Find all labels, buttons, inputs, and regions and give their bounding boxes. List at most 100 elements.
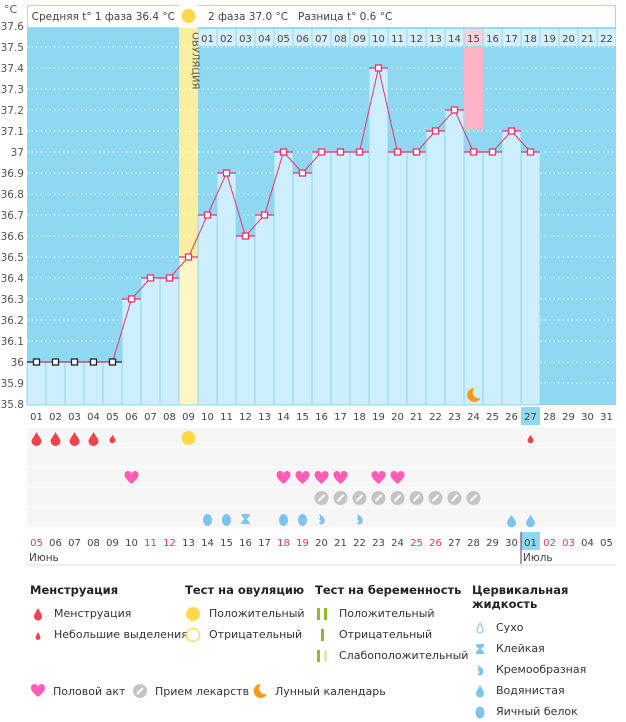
calendar-date: 11	[144, 538, 157, 549]
blood-drop-icon	[88, 432, 99, 447]
pill-icon-stripe	[374, 494, 383, 502]
post-ovulation-day-cell	[578, 29, 597, 46]
calendar-date: 23	[372, 538, 385, 549]
calendar-date: 17	[258, 538, 271, 549]
legend-label: Водянистая	[496, 684, 565, 697]
calendar-date: 20	[315, 538, 328, 549]
watery-drop-icon	[526, 514, 535, 528]
temperature-bar	[349, 151, 370, 406]
temperature-point	[241, 232, 250, 240]
summary-header	[27, 5, 616, 28]
y-tick-label: 36.6	[1, 231, 25, 243]
temperature-point	[526, 148, 535, 156]
legend-title: Менструация	[30, 583, 119, 597]
post-ovulation-day-cell	[426, 29, 445, 46]
calendar-date: 16	[239, 538, 252, 549]
post-ovulation-day-cell	[521, 29, 540, 46]
legend-label: Сухо	[496, 621, 524, 634]
temperature-difference: Разница t° 0.6 °C	[298, 11, 392, 23]
temperature-bar	[159, 277, 180, 406]
temperature-point	[317, 148, 326, 156]
temperature-bar	[216, 172, 237, 406]
temperature-bar	[64, 361, 85, 406]
temperature-bar	[406, 151, 427, 406]
temperature-point	[393, 148, 402, 156]
highlight-column	[464, 47, 483, 130]
cycle-day: 15	[296, 412, 309, 423]
post-ovulation-day: 12	[410, 34, 423, 45]
y-tick-label: 37.5	[1, 42, 24, 54]
y-tick-label: 36.9	[1, 168, 24, 180]
calendar-date: 05	[600, 538, 613, 549]
temperature-bar	[292, 172, 313, 406]
post-ovulation-day-cell	[540, 29, 559, 46]
temperature-bar	[235, 235, 256, 406]
post-ovulation-day: 20	[562, 34, 575, 45]
post-ovulation-day: 01	[201, 34, 214, 45]
legend-label: Отрицательный	[339, 628, 433, 641]
pill-icon-stripe	[355, 494, 364, 502]
cycle-day: 14	[277, 412, 290, 423]
temperature-point	[507, 127, 516, 135]
temperature-point	[450, 106, 459, 114]
cycle-day: 03	[68, 412, 81, 423]
legend-title: Тест на беременность	[315, 583, 462, 597]
cycle-day: 02	[49, 412, 62, 423]
y-tick-label: 37.3	[1, 84, 24, 96]
post-ovulation-day: 05	[277, 34, 290, 45]
y-tick-label: 36.4	[1, 273, 25, 285]
egg-white-icon	[222, 514, 231, 526]
temperature-point	[374, 64, 383, 72]
temperature-bar	[501, 130, 522, 406]
one-stripe-icon	[321, 628, 324, 641]
y-tick-label: 36.1	[1, 336, 24, 348]
cycle-day: 13	[258, 412, 271, 423]
pill-icon	[133, 684, 147, 698]
blood-drop-icon	[50, 432, 61, 447]
calendar-date: 19	[296, 538, 309, 549]
legend-label: Положительный	[339, 607, 435, 620]
post-ovulation-day: 21	[581, 34, 594, 45]
heart-icon	[276, 470, 291, 484]
legend-label: Лунный календарь	[275, 684, 386, 698]
unit-label: °C	[4, 3, 18, 16]
temperature-point	[51, 358, 60, 366]
temperature-bar	[330, 151, 351, 406]
y-tick-label: 36.5	[1, 252, 24, 264]
pill-icon-stripe	[450, 494, 459, 502]
legend-pregnancy: Тест на беременность Положительный Отриц…	[315, 583, 468, 666]
sticky-icon	[241, 514, 250, 524]
cycle-day: 11	[220, 412, 233, 423]
pill-icon-stripe	[431, 494, 440, 502]
y-tick-label: 37.4	[1, 63, 25, 75]
post-ovulation-day: 10	[372, 34, 385, 45]
legend-label: Прием лекарств	[155, 684, 250, 698]
cycle-day: 06	[125, 412, 138, 423]
temperature-point	[165, 274, 174, 282]
cycle-day: 07	[144, 412, 157, 423]
legend-label: Слабоположительный	[339, 649, 469, 662]
temperature-bar	[178, 256, 199, 406]
post-ovulation-day: 07	[315, 34, 328, 45]
temperature-bar	[121, 298, 142, 406]
phase1-average: Средняя t° 1 фаза 36.4 °C	[32, 11, 175, 23]
post-ovulation-day: 16	[486, 34, 499, 45]
calendar-date: 04	[581, 538, 594, 549]
cycle-day: 04	[87, 412, 100, 423]
y-tick-label: 37.6	[1, 21, 25, 33]
watery-drop-icon	[476, 684, 484, 697]
heart-icon	[295, 470, 310, 484]
cycle-day: 28	[543, 412, 556, 423]
temperature-point	[146, 274, 155, 282]
post-ovulation-day-cell	[388, 29, 407, 46]
small-drop-icon	[527, 434, 534, 444]
calendar-date: 15	[220, 538, 233, 549]
calendar-date: 22	[353, 538, 366, 549]
post-ovulation-day: 18	[524, 34, 537, 45]
temperature-point	[412, 148, 421, 156]
post-ovulation-day: 03	[239, 34, 252, 45]
post-ovulation-day-cell	[483, 29, 502, 46]
legend-menstruation: Менструация Менструация Небольшие выделе…	[30, 583, 188, 645]
cycle-day: 01	[30, 412, 43, 423]
calendar-date: 29	[486, 538, 499, 549]
